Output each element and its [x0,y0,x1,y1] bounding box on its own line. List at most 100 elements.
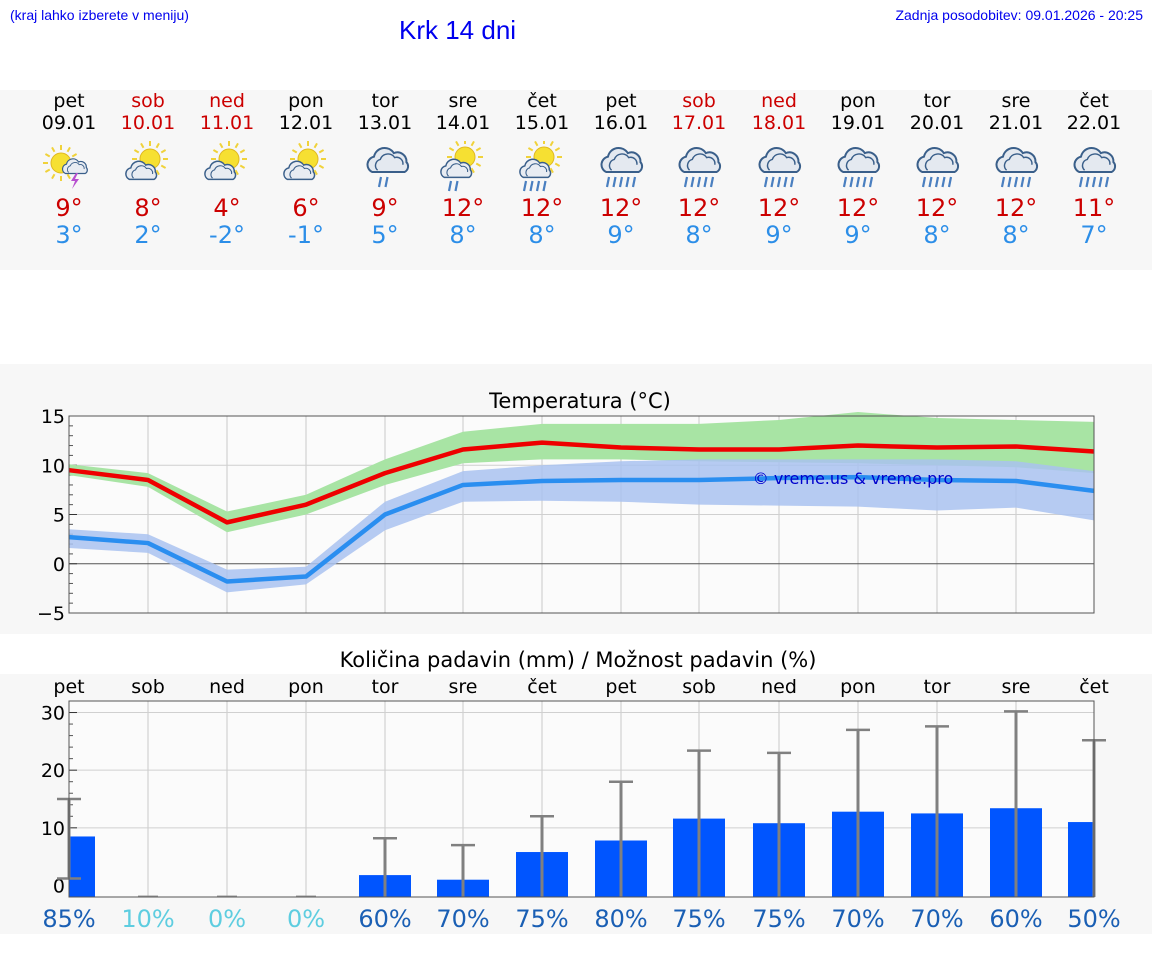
temp-min: 9° [607,221,635,249]
cloud-rain-icon [366,146,410,188]
cloud-shape [519,158,552,179]
cloud-shape [837,146,881,173]
temp-min: 7° [1080,221,1108,249]
day-date: 18.01 [751,112,807,134]
day-date: 13.01 [357,112,413,134]
temp-max: 12° [520,194,564,222]
precip-chance: 60% [358,905,411,933]
x-tick-label: sob [682,676,716,698]
rain-drops [842,176,874,188]
precip-chance: 75% [752,905,805,933]
day-name: pon [840,90,876,112]
watermark: © vreme.us & vreme.pro [753,469,954,488]
day-name: sob [682,90,716,112]
location-hint: (kraj lahko izberete v meniju) [10,7,189,23]
day-date: 22.01 [1066,112,1122,134]
cloud-shape [204,160,237,181]
temp-max: 12° [677,194,721,222]
temp-min: 8° [685,221,713,249]
temp-max: 8° [134,194,162,222]
band-max [69,412,1094,533]
x-tick-label: pon [840,676,876,698]
temp-min: -1° [288,221,324,249]
cloud-shape [995,146,1039,173]
precip-chance: 85% [42,905,95,933]
y-tick-label: −5 [37,603,65,625]
precip-bar [69,836,95,897]
y-tick-label: 30 [41,703,65,725]
temp-max: 9° [371,194,399,222]
rain-drops [447,180,459,192]
day-column: čet 22.01 11° 7° [1054,90,1134,249]
cloud-heavy-rain-icon [837,146,881,188]
day-date: 20.01 [909,112,965,134]
day-column: ned 11.01 4° -2° [187,90,267,249]
x-tick-label: pet [605,676,636,698]
precip-chance: 0% [208,905,246,933]
day-date: 19.01 [830,112,886,134]
day-date: 11.01 [199,112,255,134]
y-tick-label: 20 [41,760,65,782]
day-column: sre 14.01 12° 8° [423,90,503,249]
plot-frame [68,415,1095,614]
day-column: pon 12.01 6° -1° [266,90,346,249]
rain-drops [683,176,715,188]
rain-drops [1000,176,1032,188]
cloud-heavy-rain-icon [678,146,722,188]
rain-drops [1078,176,1110,188]
temp-min: -2° [209,221,245,249]
line-min [68,474,1095,584]
sun-cloud-icon [125,141,168,181]
day-date: 16.01 [593,112,649,134]
y-tick-label: 10 [41,455,65,477]
temp-min: 3° [55,221,83,249]
temp-min: 5° [371,221,399,249]
temp-max: 12° [915,194,959,222]
temp-min: 8° [923,221,951,249]
x-tick-label: čet [527,676,557,698]
rain-drops [921,176,953,188]
day-date: 21.01 [988,112,1044,134]
x-tick-label: sob [131,676,165,698]
cloud-heavy-rain-icon [995,146,1039,188]
day-name: tor [923,90,951,112]
y-tick-label: 10 [41,818,65,840]
cloud-shape [440,158,473,179]
cloud-shape [125,160,158,181]
line-max [68,440,1095,525]
day-column: tor 20.01 12° 8° [897,90,977,249]
x-tick-label: sre [449,676,478,698]
day-column: pet 16.01 12° 9° [581,90,661,249]
precipitation-chart: Količina padavin (mm) / Možnost padavin … [41,648,1121,933]
day-column: sob 10.01 8° 2° [108,90,188,249]
rain-drops [763,176,795,188]
cloud-shape [678,146,722,173]
day-name: sob [131,90,165,112]
day-column: čet 15.01 12° 8° [502,90,582,249]
plot-frame [68,700,1095,898]
temperature-chart: Temperatura (°C) 15 10 5 0 −5 © vreme.us & vre… [37,389,1095,625]
temp-max: 12° [994,194,1038,222]
y-tick-label: 5 [53,505,65,527]
cloud-shape [1073,146,1117,173]
temp-min: 8° [528,221,556,249]
temp-min: 9° [765,221,793,249]
page-title: Krk 14 dni [399,15,517,45]
chart-title: Temperatura (°C) [488,389,671,413]
day-date: 14.01 [435,112,491,134]
cloud-heavy-rain-icon [600,146,644,188]
temp-min: 8° [1002,221,1030,249]
day-name: ned [761,90,797,112]
precip-bar [1068,822,1094,897]
day-name: pon [288,90,324,112]
day-column: sre 21.01 12° 8° [976,90,1056,249]
day-date: 15.01 [514,112,570,134]
precip-chance: 70% [831,905,884,933]
day-column: pet 09.01 9° 3° [29,90,109,249]
x-tick-label: sre [1002,676,1031,698]
sun-cloud-icon [283,141,326,181]
day-date: 09.01 [41,112,97,134]
cloud-shape [916,146,960,173]
day-column: pon 19.01 12° 9° [818,90,898,249]
temp-max: 12° [599,194,643,222]
